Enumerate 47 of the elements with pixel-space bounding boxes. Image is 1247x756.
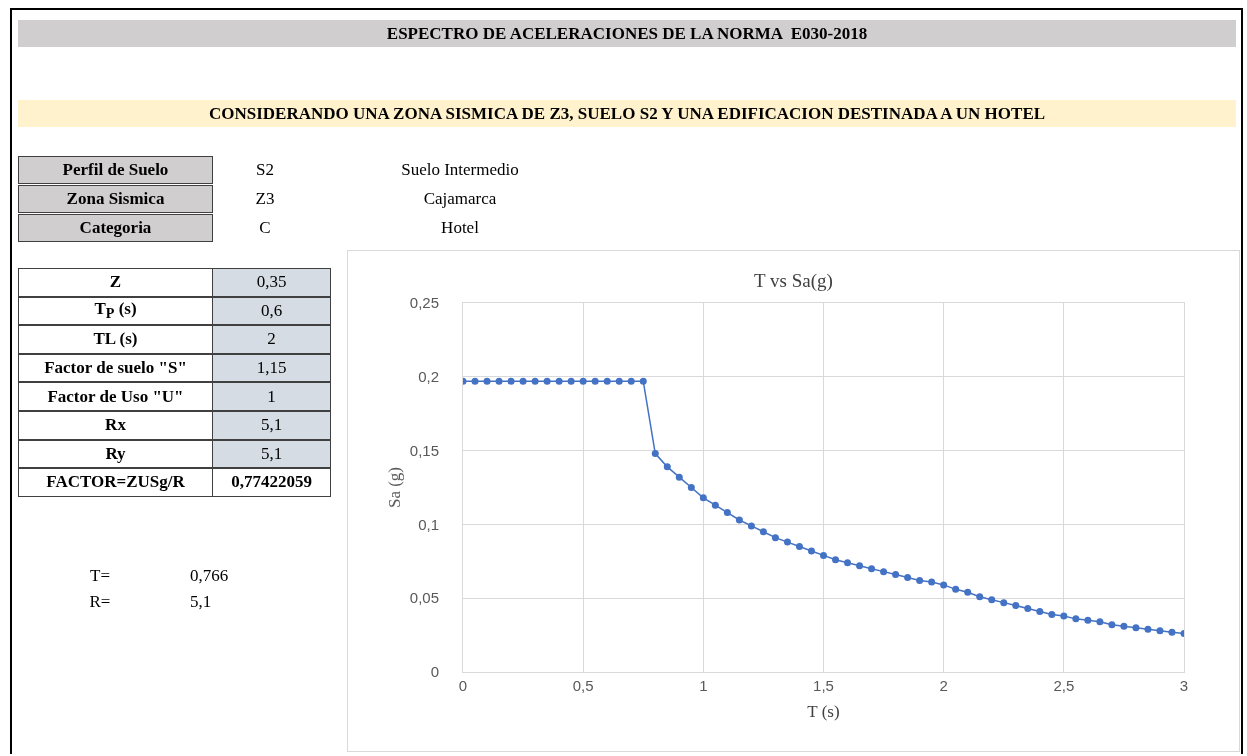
- y-tick-label: 0,05: [409, 589, 439, 607]
- x-tick-label: 3: [1179, 677, 1189, 694]
- y-tick-label: 0: [430, 663, 439, 681]
- text: 1,15: [256, 358, 287, 379]
- x-tick-label: 2,5: [1053, 677, 1075, 694]
- text: 5,1: [260, 443, 283, 464]
- text: C: [259, 218, 271, 238]
- x-tick-label: 1,5: [813, 677, 834, 694]
- text: Zona Sismica: [66, 189, 165, 209]
- text: 0,6: [260, 300, 283, 321]
- text: ESPECTRO DE ACELERACIONES DE LA NORMA E030-2018: [18, 20, 1236, 47]
- text: Suelo Intermedio: [401, 160, 519, 180]
- text: Ry: [105, 443, 126, 464]
- x-tick-label: 1: [699, 677, 708, 694]
- text: 2: [267, 329, 276, 350]
- text: 5,1: [190, 592, 212, 612]
- y-tick-label: 0,1: [418, 515, 439, 533]
- text: FACTOR=ZUSg/R: [46, 472, 185, 493]
- x-tick-label: 0,5: [572, 677, 594, 694]
- x-tick-label: 2: [939, 677, 948, 694]
- text: Factor de Uso "U": [47, 386, 184, 407]
- x-tick-label: 0: [458, 677, 468, 694]
- text: 0,766: [190, 566, 229, 586]
- text: S2: [256, 160, 274, 180]
- text: R=: [89, 592, 111, 612]
- text: Z3: [255, 189, 275, 209]
- y-tick-label: 0,25: [409, 294, 439, 312]
- text: 0,77422059: [231, 472, 312, 493]
- text: Cajamarca: [423, 189, 497, 209]
- text: Factor de suelo "S": [44, 358, 187, 379]
- y-tick-label: 0,2: [418, 368, 439, 386]
- text: T=: [90, 566, 110, 586]
- chart-title: T vs Sa(g): [754, 269, 833, 292]
- x-axis-title: T (s): [807, 702, 840, 722]
- text: T$_{P}$ (s): [94, 299, 137, 323]
- y-tick-label: 0,15: [409, 441, 439, 459]
- text: Categoria: [79, 218, 152, 238]
- text: 5,1: [260, 415, 283, 436]
- text: Z: [109, 272, 122, 293]
- text: 0,35: [256, 272, 287, 293]
- text: TL (s): [93, 329, 138, 350]
- y-axis-title: Sa (g): [385, 466, 405, 509]
- text: CONSIDERANDO UNA ZONA SISMICA DE Z3, SUELO S2 Y UNA EDIFICACION DESTINADA A UN HOTEL: [18, 100, 1236, 127]
- text: 1: [267, 386, 276, 407]
- text: Rx: [105, 415, 126, 436]
- text: Hotel: [441, 218, 479, 238]
- text: Perfil de Suelo: [62, 160, 169, 180]
